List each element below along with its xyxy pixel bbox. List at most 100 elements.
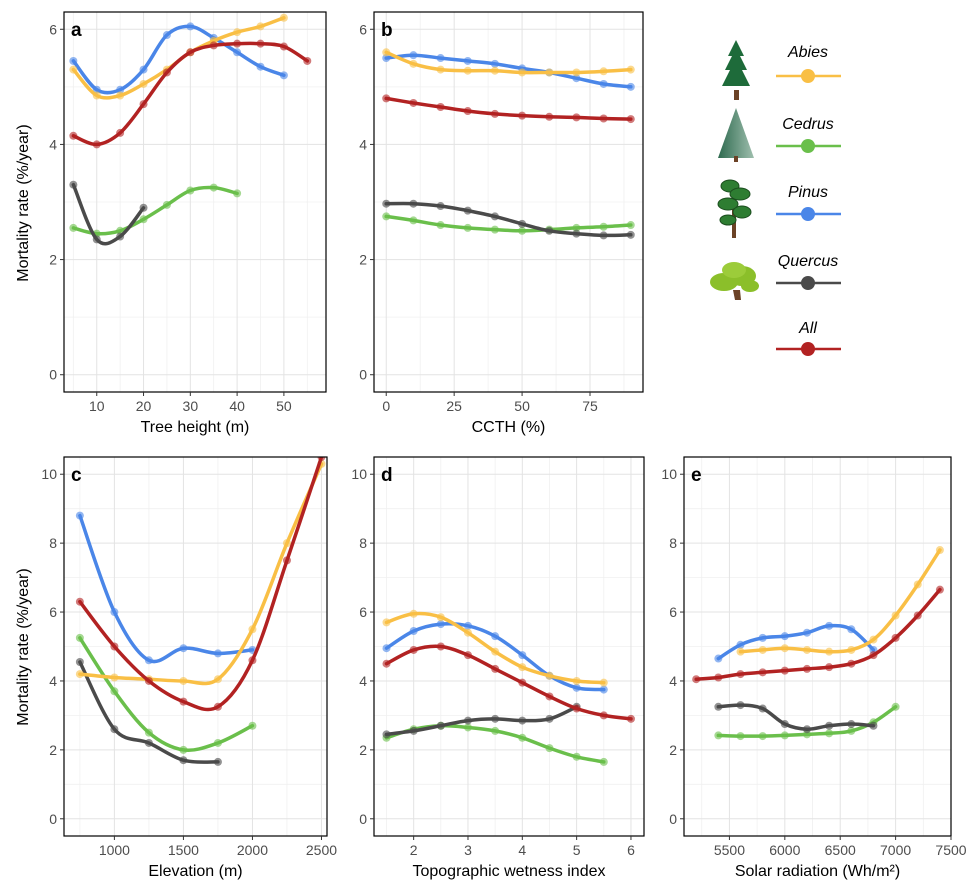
fir-tree-icon [722,40,750,100]
plot-area [382,48,635,240]
oak-tree-icon [710,262,759,300]
panel-label: d [381,465,393,486]
x-axis-title: Elevation (m) [148,863,242,880]
y-tick-label: 0 [49,811,57,827]
series-line-cedrus [78,636,255,753]
y-tick-label: 4 [49,136,57,152]
x-tick-label: 25 [446,398,462,414]
panel-frame [63,456,328,837]
x-tick-label: 50 [514,398,530,414]
y-tick-label: 0 [49,367,57,383]
y-tick-label: 2 [669,742,677,758]
y-tick-label: 10 [351,466,367,482]
x-tick-label: 6000 [769,842,800,858]
x-tick-label: 20 [136,398,152,414]
x-tick-label: 1000 [99,842,130,858]
x-axis-title: Topographic wetness index [412,863,605,880]
legend-dot-cedrus [801,139,815,153]
panel-frame [373,456,645,837]
series-line-pinus [716,623,876,661]
plot-area [382,609,635,766]
y-tick-label: 0 [359,367,367,383]
y-tick-label: 0 [669,811,677,827]
x-tick-label: 40 [229,398,245,414]
y-tick-label: 2 [359,742,367,758]
y-tick-label: 2 [359,252,367,268]
pine-tree-icon [717,179,752,238]
x-tick-label: 7000 [880,842,911,858]
panel-label: b [381,20,393,41]
x-tick-label: 1500 [168,842,199,858]
y-tick-label: 10 [661,466,677,482]
cedar-tree-icon [718,108,754,162]
series-line-quercus [716,703,876,731]
panel-label: e [691,465,702,486]
x-tick-label: 4 [518,842,526,858]
x-tick-label: 10 [89,398,105,414]
panel-frame [683,456,952,837]
y-tick-label: 8 [669,535,677,551]
x-tick-label: 2 [410,842,418,858]
legend-label-abies: Abies [787,44,828,61]
series-line-cedrus [71,185,239,236]
x-axis-title: Tree height (m) [141,419,250,436]
y-tick-label: 0 [359,811,367,827]
y-tick-label: 6 [49,604,57,620]
x-tick-label: 50 [276,398,292,414]
panel-c: 0 2 4 6 8 10 1000 1500 2000 2500 Elevation (m) c [41,456,337,880]
y-tick-label: 6 [359,604,367,620]
panel-d: 0 2 4 6 8 10 2 3 4 5 6 Topographic wetness index d [351,456,645,880]
plot-area [69,13,312,246]
x-axis-title: Solar radiation (Wh/m²) [735,863,900,880]
panel-label: c [71,465,82,486]
x-tick-label: 3 [464,842,472,858]
legend-dot-abies [801,69,815,83]
legend-dot-all [801,342,815,356]
series-line-all [71,41,310,147]
x-tick-label: 75 [582,398,598,414]
series-line-quercus [384,705,579,737]
x-tick-label: 2000 [237,842,268,858]
x-axis-title: CCTH (%) [472,419,546,436]
legend-label-quercus: Quercus [778,253,838,270]
series-line-abies [384,611,606,685]
legend-dot-pinus [801,207,815,221]
y-tick-label: 4 [49,673,57,689]
series-line-all [694,587,942,681]
series-line-abies [71,16,286,100]
series-line-cedrus [384,723,606,764]
series-line-pinus [78,513,255,664]
legend: Abies Cedrus Pinus [710,40,841,356]
series-line-abies [78,462,324,686]
series-line-quercus [384,201,633,238]
panel-b: 0 2 4 6 0 25 50 75 CCTH (%) b [359,11,644,436]
y-tick-label: 4 [669,673,677,689]
series-line-abies [384,50,633,75]
x-tick-label: 5 [573,842,581,858]
y-tick-label: 6 [49,21,57,37]
series-line-pinus [384,621,606,692]
series-line-quercus [71,182,146,246]
y-tick-label: 6 [669,604,677,620]
legend-label-pinus: Pinus [788,184,828,201]
x-tick-label: 0 [382,398,390,414]
x-tick-label: 5500 [714,842,745,858]
y-tick-label: 8 [359,535,367,551]
series-line-all [78,457,324,712]
series-line-abies [738,548,942,654]
y-axis-title-bottom: Mortality rate (%/year) [15,568,32,725]
y-axis-title-top: Mortality rate (%/year) [15,124,32,281]
series-line-cedrus [384,214,633,233]
y-tick-label: 6 [359,21,367,37]
panel-frame [373,11,644,393]
series-line-pinus [384,53,633,89]
y-tick-label: 4 [359,673,367,689]
x-tick-label: 6 [627,842,635,858]
legend-label-all: All [798,320,817,337]
x-tick-label: 6500 [825,842,856,858]
y-tick-label: 2 [49,742,57,758]
panel-a: 0 2 4 6 10 20 30 40 50 Tree height (m) a [49,11,327,436]
plot-area [692,546,944,741]
series-line-pinus [71,24,286,95]
